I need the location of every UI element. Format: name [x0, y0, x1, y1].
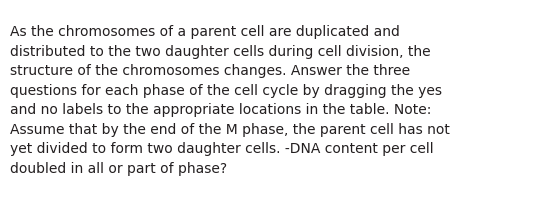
Text: As the chromosomes of a parent cell are duplicated and
distributed to the two da: As the chromosomes of a parent cell are …: [10, 25, 450, 176]
